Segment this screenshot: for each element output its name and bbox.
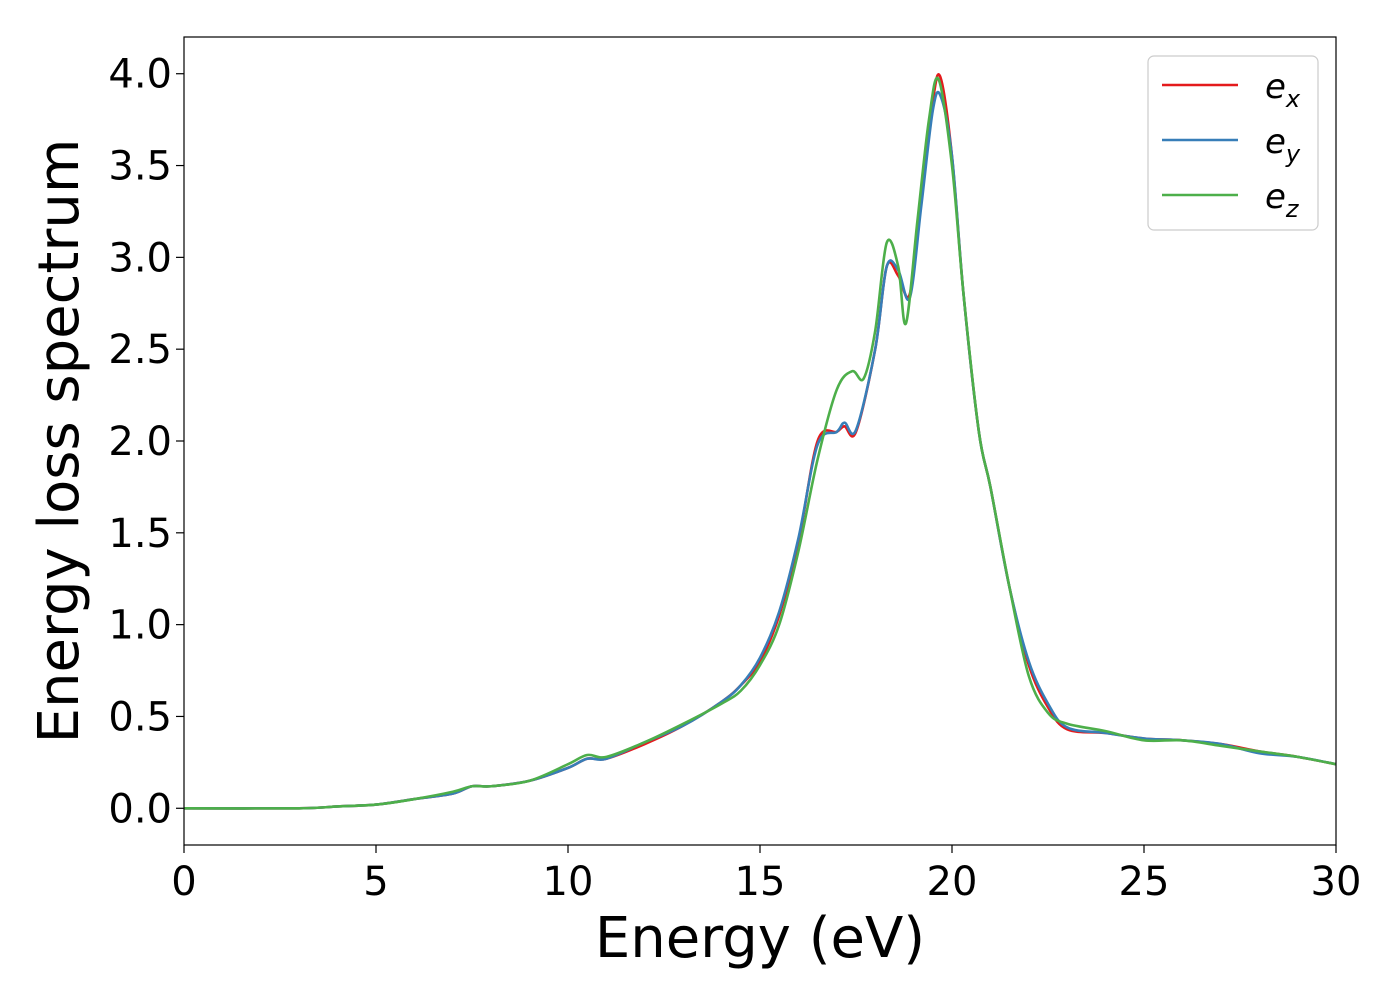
y-tick-label: 0.5 <box>108 694 172 740</box>
legend-label-base: e <box>1265 122 1286 162</box>
y-tick-label: 4.0 <box>108 52 172 98</box>
x-tick-label: 10 <box>543 859 594 905</box>
y-tick-label: 0.0 <box>108 786 172 832</box>
legend-label-y: ey <box>1265 122 1301 168</box>
x-tick-label: 0 <box>171 859 196 905</box>
y-tick-label: 1.0 <box>108 603 172 649</box>
plot-area <box>184 37 1336 845</box>
y-tick-label: 1.5 <box>108 511 172 557</box>
y-tick-label: 3.5 <box>108 144 172 190</box>
legend-label-z: ez <box>1265 177 1300 223</box>
legend-label-subscript: z <box>1285 195 1300 223</box>
x-axis-label: Energy (eV) <box>595 906 925 971</box>
x-tick-label: 30 <box>1311 859 1362 905</box>
x-tick-label: 25 <box>1119 859 1170 905</box>
series-line-z <box>183 76 1337 810</box>
y-tick-label: 2.0 <box>108 419 172 465</box>
x-tick-label: 5 <box>363 859 388 905</box>
legend-label-subscript: x <box>1285 85 1301 113</box>
x-tick-label: 20 <box>927 859 978 905</box>
x-tick-label: 15 <box>735 859 786 905</box>
legend-box <box>1147 55 1319 231</box>
legend-label-x: ex <box>1265 67 1301 113</box>
y-axis-ticks: 0.0 0.5 1.0 1.5 2.0 2.5 3.0 3.5 4.0 <box>108 52 184 832</box>
x-axis-ticks: 0 5 10 15 20 25 30 <box>171 845 1361 905</box>
legend-label-base: e <box>1265 177 1286 217</box>
y-axis-label: Energy loss spectrum <box>27 139 92 744</box>
y-tick-label: 2.5 <box>108 327 172 373</box>
series-layer <box>183 73 1337 810</box>
legend-label-subscript: y <box>1285 140 1301 168</box>
legend-label-base: e <box>1265 67 1286 107</box>
y-tick-label: 3.0 <box>108 235 172 281</box>
